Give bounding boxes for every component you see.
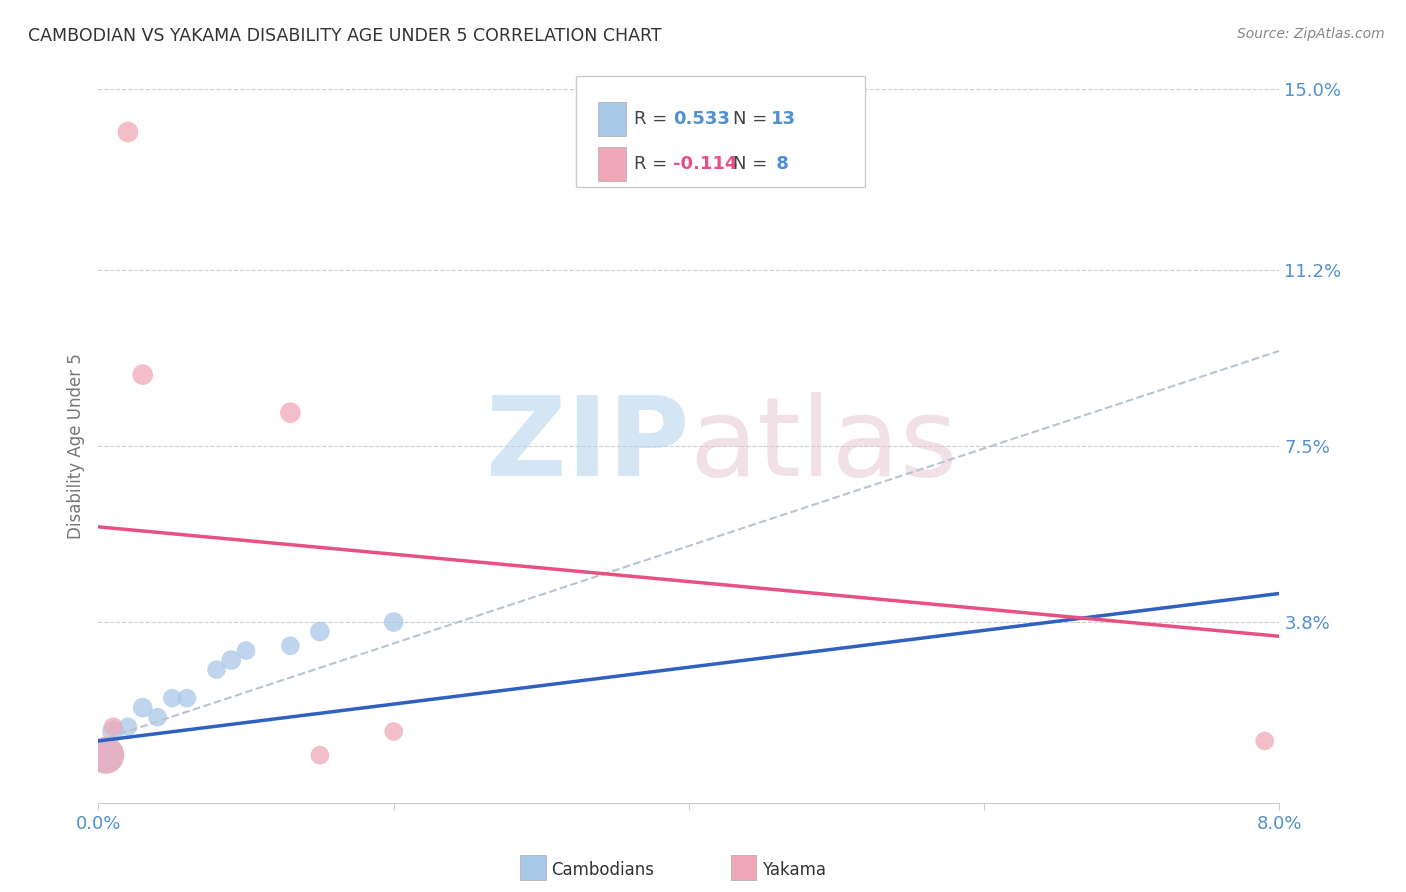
Point bbox=[132, 700, 155, 714]
Point bbox=[176, 691, 198, 706]
Point bbox=[235, 643, 257, 657]
Point bbox=[94, 748, 117, 763]
Text: atlas: atlas bbox=[689, 392, 957, 500]
Text: 0.533: 0.533 bbox=[673, 111, 730, 128]
Point bbox=[308, 748, 332, 763]
Point bbox=[103, 720, 125, 734]
Text: ZIP: ZIP bbox=[485, 392, 689, 500]
Text: Cambodians: Cambodians bbox=[551, 861, 654, 879]
Text: 8: 8 bbox=[770, 155, 789, 173]
Point bbox=[117, 125, 139, 139]
Text: 13: 13 bbox=[770, 111, 796, 128]
Point bbox=[162, 691, 183, 706]
Text: Source: ZipAtlas.com: Source: ZipAtlas.com bbox=[1237, 27, 1385, 41]
Text: N =: N = bbox=[733, 155, 772, 173]
Point bbox=[219, 653, 242, 667]
Text: -0.114: -0.114 bbox=[673, 155, 738, 173]
Text: N =: N = bbox=[733, 111, 772, 128]
Point bbox=[94, 748, 117, 763]
Point bbox=[103, 724, 125, 739]
Text: R =: R = bbox=[634, 111, 673, 128]
Point bbox=[205, 663, 228, 677]
Point bbox=[132, 368, 155, 382]
Text: CAMBODIAN VS YAKAMA DISABILITY AGE UNDER 5 CORRELATION CHART: CAMBODIAN VS YAKAMA DISABILITY AGE UNDER… bbox=[28, 27, 662, 45]
Text: R =: R = bbox=[634, 155, 673, 173]
Point bbox=[382, 724, 405, 739]
Text: Yakama: Yakama bbox=[762, 861, 827, 879]
Point bbox=[278, 639, 302, 653]
Point bbox=[117, 720, 139, 734]
Point bbox=[278, 406, 302, 420]
Point bbox=[146, 710, 169, 724]
Point bbox=[382, 615, 405, 629]
Point bbox=[308, 624, 332, 639]
Y-axis label: Disability Age Under 5: Disability Age Under 5 bbox=[66, 353, 84, 539]
Point bbox=[1254, 734, 1277, 748]
